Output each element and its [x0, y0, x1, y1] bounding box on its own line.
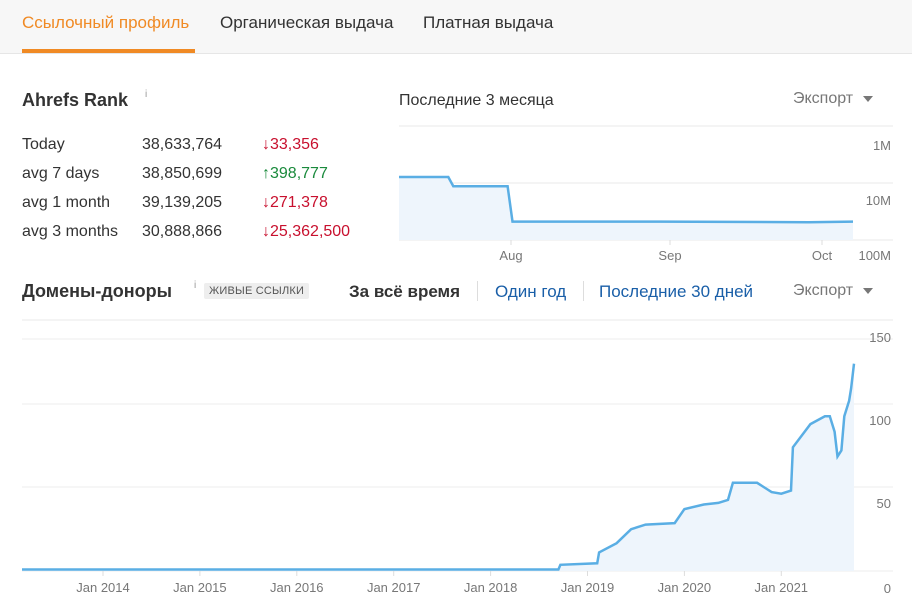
- donor-x-tick-label: Jan 2019: [561, 580, 615, 595]
- rank-y-tick-label: 10M: [866, 193, 891, 208]
- stat-label-3months: avg 3 months: [22, 223, 119, 240]
- rank-export-label: Экспорт: [793, 90, 854, 107]
- stat-change-1month-value: 271,378: [270, 194, 328, 211]
- tab-bar: Ссылочный профиль Органическая выдача Пл…: [0, 0, 912, 54]
- donor-series-line: [22, 363, 856, 571]
- ahrefs-rank-info-icon[interactable]: i: [145, 89, 148, 100]
- caret-down-icon: [863, 287, 874, 294]
- donor-domains-chart: 0 50 100 150 Jan 2014 Jan 2015 Jan 2016 Jan 201…: [22, 319, 893, 596]
- range-one-year[interactable]: Один год: [495, 282, 567, 301]
- stat-label-1month: avg 1 month: [22, 194, 111, 211]
- donor-x-tick-label: Jan 2021: [755, 580, 809, 595]
- tab-link-profile[interactable]: Ссылочный профиль: [22, 13, 190, 32]
- arrow-down-icon: ↓: [262, 136, 270, 153]
- stat-change-3months: ↓25,362,500: [262, 223, 350, 241]
- donor-x-tick-label: Jan 2015: [173, 580, 227, 595]
- stat-change-today-value: 33,356: [270, 136, 319, 153]
- rank-y-tick-label: 1M: [873, 138, 891, 153]
- stat-change-7days: ↑398,777: [262, 165, 328, 183]
- donor-domains-title: Домены-доноры: [22, 281, 173, 301]
- ahrefs-rank-title: Ahrefs Rank: [22, 90, 129, 110]
- donor-y-tick-label: 100: [869, 413, 891, 428]
- range-divider: [583, 281, 584, 301]
- stat-change-3months-value: 25,362,500: [270, 223, 351, 240]
- donor-x-tick-label: Jan 2014: [76, 580, 130, 595]
- tab-paid-search[interactable]: Платная выдача: [423, 13, 554, 32]
- donor-x-tick-label: Jan 2017: [367, 580, 421, 595]
- rank-series-line: [399, 175, 854, 224]
- rank-y-tick-label: 100M: [858, 248, 891, 263]
- range-all-time[interactable]: За всё время: [349, 282, 461, 301]
- donor-x-tick-label: Jan 2016: [270, 580, 324, 595]
- donor-area-fill: [22, 363, 854, 571]
- rank-period-label: Последние 3 месяца: [399, 92, 554, 109]
- stat-value-3months: 30,888,866: [142, 223, 223, 240]
- range-last-30-days[interactable]: Последние 30 дней: [599, 282, 754, 301]
- donors-export-button[interactable]: Экспорт: [793, 282, 874, 300]
- stat-label-today: Today: [22, 136, 65, 153]
- rank-export-button[interactable]: Экспорт: [793, 90, 874, 108]
- range-divider: [477, 281, 478, 301]
- rank-x-tick-label: Oct: [812, 248, 833, 263]
- live-links-badge[interactable]: ЖИВЫЕ ССЫЛКИ: [204, 283, 310, 299]
- arrow-up-icon: ↑: [262, 165, 270, 182]
- stat-change-today: ↓33,356: [262, 136, 319, 154]
- donor-x-tick-label: Jan 2018: [464, 580, 518, 595]
- donor-domains-info-icon[interactable]: i: [194, 280, 197, 291]
- donor-x-tick-label: Jan 2020: [658, 580, 712, 595]
- stat-value-today: 38,633,764: [142, 136, 223, 153]
- stat-change-7days-value: 398,777: [270, 165, 328, 182]
- ahrefs-rank-chart: 1M 10M 100M Aug Sep Oct: [399, 125, 893, 263]
- donors-export-label: Экспорт: [793, 282, 854, 299]
- rank-area-fill: [399, 177, 853, 240]
- rank-x-tick-label: Aug: [499, 248, 522, 263]
- rank-x-tick-label: Sep: [658, 248, 681, 263]
- stat-value-7days: 38,850,699: [142, 165, 223, 182]
- stat-value-1month: 39,139,205: [142, 194, 223, 211]
- arrow-down-icon: ↓: [262, 223, 270, 240]
- donor-y-tick-label: 50: [877, 496, 891, 511]
- donor-y-tick-label: 150: [869, 330, 891, 345]
- caret-down-icon: [863, 95, 874, 102]
- tab-organic-search[interactable]: Органическая выдача: [220, 13, 394, 32]
- stat-change-1month: ↓271,378: [262, 194, 328, 212]
- stat-label-7days: avg 7 days: [22, 165, 100, 182]
- donor-y-tick-label: 0: [884, 581, 891, 596]
- active-tab-indicator: [22, 49, 195, 53]
- arrow-down-icon: ↓: [262, 194, 270, 211]
